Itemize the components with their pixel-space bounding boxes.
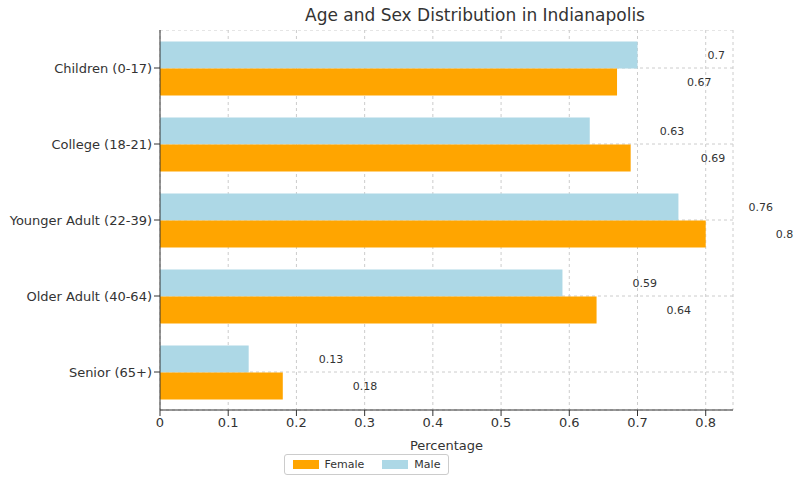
- svg-text:0.1: 0.1: [218, 415, 239, 430]
- svg-text:Percentage: Percentage: [410, 438, 483, 453]
- html-text:Male: Male: [414, 458, 441, 471]
- svg-text:0.3: 0.3: [354, 415, 375, 430]
- html-text:Female: Female: [324, 458, 365, 471]
- svg-text:0.8: 0.8: [695, 415, 716, 430]
- svg-text:0.67: 0.67: [687, 76, 712, 89]
- svg-text:0.64: 0.64: [667, 304, 692, 317]
- svg-text:0: 0: [156, 415, 164, 430]
- svg-text:0.7: 0.7: [708, 49, 726, 62]
- svg-text:0.69: 0.69: [701, 152, 726, 165]
- svg-text:0.2: 0.2: [286, 415, 307, 430]
- svg-text:Senior (65+): Senior (65+): [69, 365, 152, 380]
- svg-text:0.6: 0.6: [559, 415, 580, 430]
- svg-text:0.18: 0.18: [353, 380, 378, 393]
- html-text:Age and Sex Distribution in In: Age and Sex Distribution in Indianapolis: [305, 5, 645, 25]
- svg-text:0.59: 0.59: [632, 277, 657, 290]
- svg-text:0.76: 0.76: [748, 201, 773, 214]
- svg-text:0.8: 0.8: [776, 228, 792, 241]
- svg-text:0.4: 0.4: [423, 415, 444, 430]
- svg-text:Older Adult (40-64): Older Adult (40-64): [27, 289, 153, 304]
- svg-text:College (18-21): College (18-21): [51, 137, 152, 152]
- svg-text:Younger Adult (22-39): Younger Adult (22-39): [9, 213, 152, 228]
- svg-text:Children (0-17): Children (0-17): [54, 61, 152, 76]
- svg-text:0.13: 0.13: [319, 353, 344, 366]
- svg-text:0.63: 0.63: [660, 125, 685, 138]
- svg-text:0.7: 0.7: [627, 415, 648, 430]
- svg-text:0.5: 0.5: [491, 415, 512, 430]
